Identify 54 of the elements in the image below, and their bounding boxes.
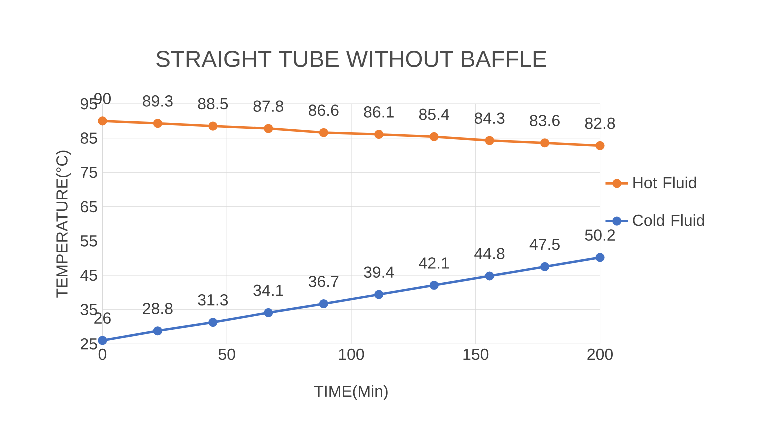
- x-tick-label: 0: [98, 349, 107, 360]
- data-label: 34.1: [254, 285, 284, 296]
- data-label: 47.5: [530, 239, 560, 250]
- x-tick-label: 50: [218, 349, 236, 360]
- data-label: 88.5: [198, 98, 228, 110]
- data-label: 83.6: [530, 115, 560, 127]
- point: [485, 136, 494, 146]
- y-tick-label: 65: [81, 202, 98, 213]
- point: [98, 336, 108, 346]
- point: [430, 281, 439, 290]
- point: [208, 318, 218, 328]
- data-label: 82.8: [585, 118, 616, 130]
- point: [540, 262, 550, 272]
- point: [596, 142, 605, 151]
- data-label: 85.4: [419, 109, 450, 120]
- x-tick-label: 100: [339, 349, 364, 360]
- data-label: 86.1: [364, 106, 394, 118]
- data-label: 39.4: [364, 266, 394, 278]
- y-tick-label: 25: [81, 338, 98, 350]
- point: [540, 138, 550, 148]
- data-label: 44.8: [474, 248, 505, 260]
- data-label: 87.8: [254, 100, 284, 112]
- y-tick-label: 75: [81, 167, 98, 178]
- data-label: 28.8: [143, 303, 173, 315]
- y-tick-label: 85: [80, 132, 98, 144]
- legend-label: Cold Fluid: [633, 214, 704, 226]
- point: [485, 272, 494, 281]
- y-tick-label: 55: [80, 236, 98, 248]
- x-axis-title: TIME(Min): [314, 386, 388, 400]
- x-tick-label: 150: [464, 349, 489, 360]
- point: [264, 124, 274, 134]
- point: [430, 132, 439, 142]
- y-axis-title: TEMPERATURE(°C): [56, 151, 72, 298]
- point: [98, 116, 108, 126]
- x-tick-label: 200: [588, 349, 613, 360]
- data-label: 36.7: [308, 276, 339, 288]
- point: [153, 326, 162, 336]
- chart-title: STRAIGHT TUBE WITHOUT BAFFLE: [156, 51, 546, 68]
- point: [153, 119, 162, 128]
- y-tick-label: 45: [80, 270, 98, 282]
- data-label: 50.2: [585, 230, 616, 242]
- data-label: 42.1: [419, 258, 450, 270]
- data-label: 89.3: [143, 96, 173, 108]
- point: [319, 300, 328, 309]
- data-label: 84.3: [474, 112, 505, 124]
- point: [264, 308, 274, 318]
- data-label: 86.6: [308, 105, 339, 116]
- point: [374, 130, 384, 140]
- point: [319, 128, 328, 138]
- legend-label: Hot Fluid: [634, 177, 696, 189]
- point: [374, 290, 384, 300]
- point: [208, 122, 218, 132]
- point: [596, 253, 605, 262]
- data-label: 31.3: [198, 294, 228, 306]
